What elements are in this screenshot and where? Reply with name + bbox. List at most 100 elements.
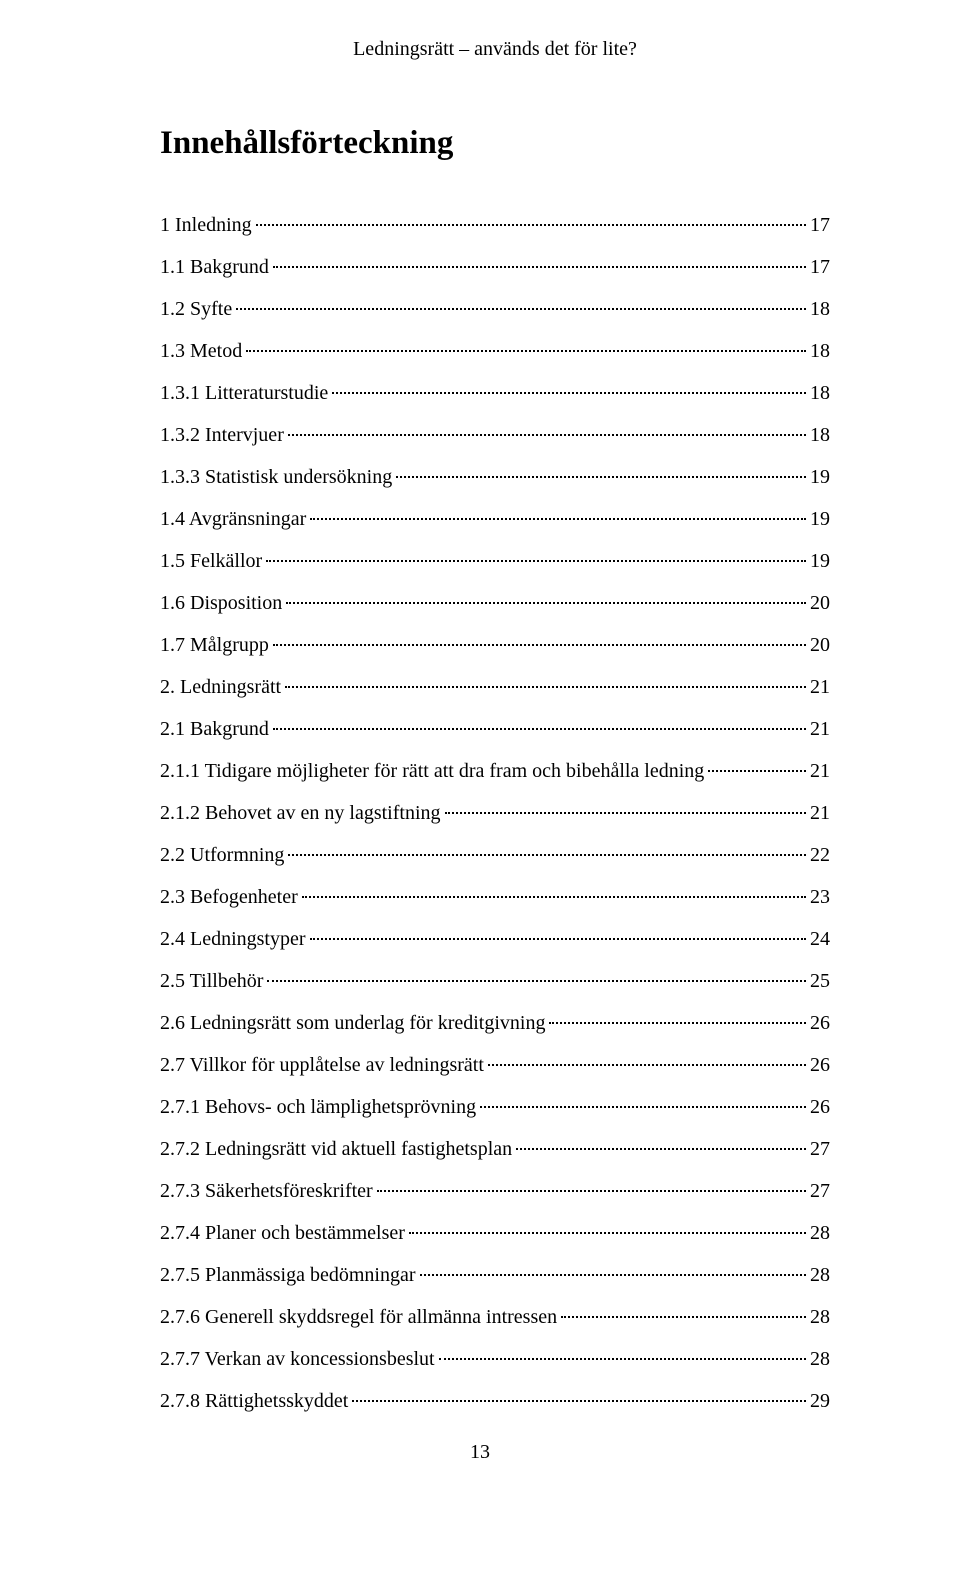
toc-entry: 2.1 Bakgrund 21 [160, 714, 830, 744]
toc-leader [288, 434, 806, 436]
toc-entry-label: 1.6 Disposition [160, 588, 282, 618]
toc-entry-label: 1.2 Syfte [160, 294, 232, 324]
toc-entry-page: 28 [810, 1302, 830, 1332]
toc-entry-page: 21 [810, 756, 830, 786]
toc-leader [561, 1316, 806, 1318]
toc-entry: 2.5 Tillbehör25 [160, 966, 830, 996]
toc-leader [549, 1022, 806, 1024]
toc-entry-page: 27 [810, 1134, 830, 1164]
toc-entry-page: 18 [810, 378, 830, 408]
toc-heading: Innehållsförteckning [160, 125, 830, 162]
toc-leader [516, 1148, 806, 1150]
toc-entry: 2.7 Villkor för upplåtelse av ledningsrä… [160, 1050, 830, 1080]
toc-entry-page: 28 [810, 1260, 830, 1290]
toc-entry-page: 23 [810, 882, 830, 912]
toc-leader [332, 392, 806, 394]
toc-leader [267, 980, 806, 982]
toc-entry: 2.4 Ledningstyper 24 [160, 924, 830, 954]
toc-entry-page: 28 [810, 1344, 830, 1374]
toc-leader [288, 854, 806, 856]
toc-entry-page: 26 [810, 1050, 830, 1080]
toc-entry: 1.3 Metod 18 [160, 336, 830, 366]
toc-entry-page: 21 [810, 672, 830, 702]
toc-leader [273, 644, 806, 646]
toc-leader [409, 1232, 806, 1234]
toc-entry-label: 1.3.2 Intervjuer [160, 420, 284, 450]
toc-entry-label: 1.7 Målgrupp [160, 630, 269, 660]
toc-entry-label: 2.7.7 Verkan av koncessionsbeslut [160, 1344, 435, 1374]
toc-entry-label: 2.4 Ledningstyper [160, 924, 306, 954]
toc-entry-page: 26 [810, 1008, 830, 1038]
toc-leader [302, 896, 806, 898]
toc-leader [286, 602, 806, 604]
toc-entry-label: 2.6 Ledningsrätt som underlag för kredit… [160, 1008, 545, 1038]
toc-leader [273, 728, 806, 730]
toc-entry: 1.5 Felkällor19 [160, 546, 830, 576]
toc-entry-page: 19 [810, 462, 830, 492]
toc-entry-page: 17 [810, 252, 830, 282]
toc-leader [480, 1106, 806, 1108]
toc-entry-label: 1 Inledning [160, 210, 252, 240]
toc-entry: 2.2 Utformning22 [160, 840, 830, 870]
toc-leader [377, 1190, 806, 1192]
toc-leader [236, 308, 806, 310]
toc-entry: 2.1.2 Behovet av en ny lagstiftning21 [160, 798, 830, 828]
toc-entry-label: 1.3.1 Litteraturstudie [160, 378, 328, 408]
toc-entry: 2.7.7 Verkan av koncessionsbeslut 28 [160, 1344, 830, 1374]
toc-entry: 1.2 Syfte 18 [160, 294, 830, 324]
toc-entry-label: 2.7.2 Ledningsrätt vid aktuell fastighet… [160, 1134, 512, 1164]
toc-entry-page: 18 [810, 420, 830, 450]
toc-entry-label: 1.3.3 Statistisk undersökning [160, 462, 392, 492]
toc-leader [246, 350, 806, 352]
toc-entry-page: 18 [810, 336, 830, 366]
toc-entry-label: 2.7.5 Planmässiga bedömningar [160, 1260, 416, 1290]
toc-leader [445, 812, 806, 814]
toc-entry: 2.7.4 Planer och bestämmelser 28 [160, 1218, 830, 1248]
toc-entry: 1.7 Målgrupp20 [160, 630, 830, 660]
toc-leader [266, 560, 806, 562]
toc-entry: 1.6 Disposition 20 [160, 588, 830, 618]
toc-entry: 1.4 Avgränsningar 19 [160, 504, 830, 534]
toc-entry: 2. Ledningsrätt 21 [160, 672, 830, 702]
toc-entry-label: 1.4 Avgränsningar [160, 504, 306, 534]
toc-entry: 2.6 Ledningsrätt som underlag för kredit… [160, 1008, 830, 1038]
toc-entry-label: 1.3 Metod [160, 336, 242, 366]
toc-entry-page: 27 [810, 1176, 830, 1206]
toc-entry: 2.1.1 Tidigare möjligheter för rätt att … [160, 756, 830, 786]
toc-entry-label: 2.7.4 Planer och bestämmelser [160, 1218, 405, 1248]
toc-entry-label: 2.1.1 Tidigare möjligheter för rätt att … [160, 756, 704, 786]
toc-entry: 2.7.8 Rättighetsskyddet29 [160, 1386, 830, 1416]
toc-entry-label: 2.2 Utformning [160, 840, 284, 870]
toc-leader [439, 1358, 806, 1360]
toc-entry-page: 17 [810, 210, 830, 240]
toc-entry-page: 21 [810, 714, 830, 744]
toc-entry-label: 2.1 Bakgrund [160, 714, 269, 744]
toc-entry-label: 2.7.6 Generell skyddsregel för allmänna … [160, 1302, 557, 1332]
toc-entry-label: 1.5 Felkällor [160, 546, 262, 576]
toc-entry-label: 2.3 Befogenheter [160, 882, 298, 912]
toc-entry: 1.3.1 Litteraturstudie 18 [160, 378, 830, 408]
toc-entry: 2.7.5 Planmässiga bedömningar 28 [160, 1260, 830, 1290]
toc-leader [310, 518, 806, 520]
toc-leader [256, 224, 806, 226]
toc-entry-page: 26 [810, 1092, 830, 1122]
toc-entry: 2.3 Befogenheter 23 [160, 882, 830, 912]
toc-entry-page: 20 [810, 588, 830, 618]
toc-leader [708, 770, 806, 772]
toc-entry-page: 29 [810, 1386, 830, 1416]
toc-entry-label: 2.7 Villkor för upplåtelse av ledningsrä… [160, 1050, 484, 1080]
toc-entry-page: 28 [810, 1218, 830, 1248]
toc-entry: 1 Inledning 17 [160, 210, 830, 240]
toc-leader [488, 1064, 806, 1066]
toc-leader [352, 1400, 806, 1402]
toc-entry-page: 24 [810, 924, 830, 954]
toc-entry: 2.7.1 Behovs- och lämplighetsprövning26 [160, 1092, 830, 1122]
toc-entry-page: 21 [810, 798, 830, 828]
toc-entry-label: 2.7.3 Säkerhetsföreskrifter [160, 1176, 373, 1206]
toc-entry-page: 18 [810, 294, 830, 324]
toc-leader [420, 1274, 806, 1276]
toc-entry-label: 2. Ledningsrätt [160, 672, 281, 702]
toc-entry-label: 2.5 Tillbehör [160, 966, 263, 996]
toc-entry: 2.7.2 Ledningsrätt vid aktuell fastighet… [160, 1134, 830, 1164]
toc-entry-page: 19 [810, 504, 830, 534]
